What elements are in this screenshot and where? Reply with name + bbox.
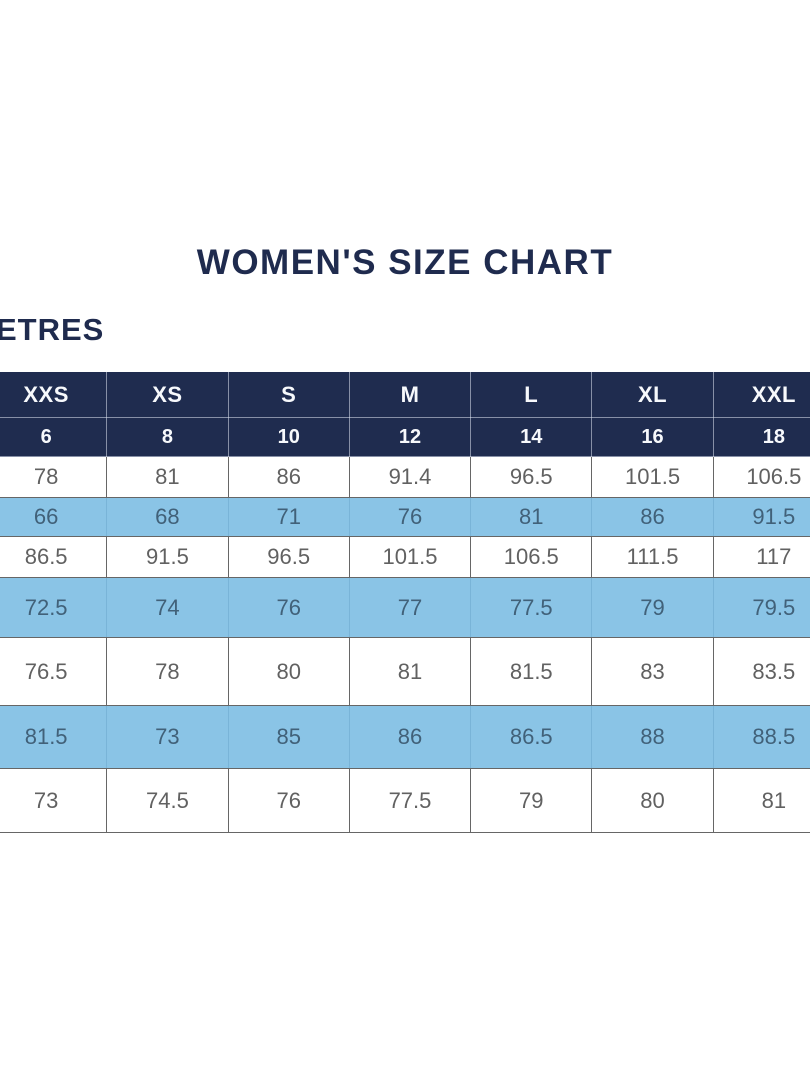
size-letter-header-cell: XL: [591, 372, 714, 418]
size-number-header-cell: 14: [470, 417, 593, 457]
units-label: ETRES: [0, 312, 105, 347]
table-cell: 78: [0, 456, 108, 498]
table-cell: 117: [712, 536, 810, 578]
table-cell: 81: [470, 497, 593, 537]
table-row: 66 68 71 76 81 86 91.5: [0, 497, 810, 537]
table-row: 76.5 78 80 81 81.5 83 83.5: [0, 637, 810, 706]
table-cell: 77.5: [348, 768, 472, 833]
table-cell: 86: [591, 497, 714, 537]
table-cell: 68: [106, 497, 229, 537]
size-number-header-cell: 8: [106, 417, 229, 457]
table-cell: 106.5: [712, 456, 810, 498]
table-cell: 74: [106, 577, 229, 638]
table-cell: 77: [348, 577, 472, 638]
table-row: 86.5 91.5 96.5 101.5 106.5 111.5 117: [0, 536, 810, 578]
size-letter-header-cell: XS: [106, 372, 229, 418]
size-letter-header-cell: L: [470, 372, 593, 418]
table-cell: 81: [348, 637, 472, 706]
table-cell: 74.5: [106, 768, 229, 833]
table-cell: 76: [348, 497, 472, 537]
page-title: WOMEN'S SIZE CHART: [196, 243, 614, 282]
table-cell: 86.5: [0, 536, 108, 578]
size-chart-table: XXS XS S M L XL XXL 6 8 10 12 14 16 18 7…: [0, 372, 810, 833]
table-cell: 96.5: [227, 536, 350, 578]
table-cell: 76: [227, 768, 350, 833]
table-cell: 101.5: [348, 536, 472, 578]
table-cell: 106.5: [470, 536, 593, 578]
table-cell: 76: [227, 577, 350, 638]
table-cell: 86: [227, 456, 350, 498]
size-table-header: XXS XS S M L XL XXL 6 8 10 12 14 16 18: [0, 372, 810, 457]
table-cell: 91.4: [348, 456, 472, 498]
table-cell: 79: [591, 577, 714, 638]
table-cell: 76.5: [0, 637, 108, 706]
table-cell: 81.5: [470, 637, 593, 706]
size-number-header-cell: 18: [712, 417, 810, 457]
size-letter-header-cell: M: [348, 372, 472, 418]
table-cell: 77.5: [470, 577, 593, 638]
size-table: XXS XS S M L XL XXL 6 8 10 12 14 16 18 7…: [0, 372, 810, 833]
size-number-header-row: 6 8 10 12 14 16 18: [0, 417, 810, 457]
table-cell: 71: [227, 497, 350, 537]
table-cell: 91.5: [712, 497, 810, 537]
table-cell: 80: [591, 768, 714, 833]
table-cell: 81: [106, 456, 229, 498]
table-cell: 81.5: [0, 705, 108, 769]
table-cell: 91.5: [106, 536, 229, 578]
size-letter-header-cell: S: [227, 372, 350, 418]
size-letter-header-cell: XXL: [712, 372, 810, 418]
table-cell: 79.5: [712, 577, 810, 638]
size-table-body: 78 81 86 91.4 96.5 101.5 106.5 66 68 71 …: [0, 456, 810, 833]
table-cell: 72.5: [0, 577, 108, 638]
table-cell: 101.5: [591, 456, 714, 498]
table-cell: 86: [348, 705, 472, 769]
size-letter-header-cell: XXS: [0, 372, 108, 418]
table-row: 78 81 86 91.4 96.5 101.5 106.5: [0, 456, 810, 498]
table-row: 72.5 74 76 77 77.5 79 79.5: [0, 577, 810, 638]
table-cell: 83.5: [712, 637, 810, 706]
table-cell: 79: [470, 768, 593, 833]
table-cell: 88: [591, 705, 714, 769]
table-cell: 111.5: [591, 536, 714, 578]
table-cell: 78: [106, 637, 229, 706]
table-cell: 85: [227, 705, 350, 769]
size-number-header-cell: 10: [227, 417, 350, 457]
table-cell: 81: [712, 768, 810, 833]
size-number-header-cell: 6: [0, 417, 108, 457]
table-row: 73 74.5 76 77.5 79 80 81: [0, 768, 810, 833]
table-cell: 66: [0, 497, 108, 537]
table-row: 81.5 73 85 86 86.5 88 88.5: [0, 705, 810, 769]
table-cell: 80: [227, 637, 350, 706]
size-number-header-cell: 12: [348, 417, 472, 457]
table-cell: 73: [106, 705, 229, 769]
table-cell: 86.5: [470, 705, 593, 769]
table-cell: 73: [0, 768, 108, 833]
table-cell: 88.5: [712, 705, 810, 769]
table-cell: 83: [591, 637, 714, 706]
table-cell: 96.5: [470, 456, 593, 498]
size-letter-header-row: XXS XS S M L XL XXL: [0, 372, 810, 418]
size-number-header-cell: 16: [591, 417, 714, 457]
